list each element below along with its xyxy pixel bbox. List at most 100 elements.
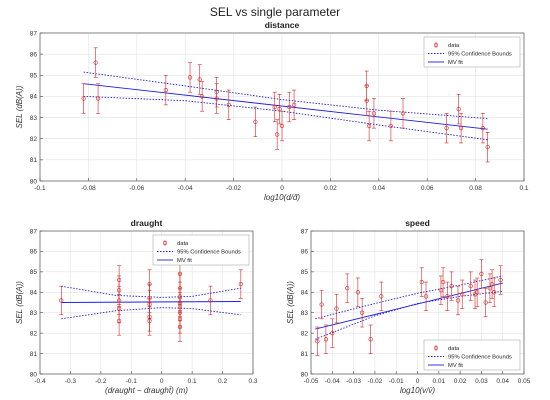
data-point [400,98,406,129]
data-point [489,269,495,299]
y-tick-label: 80 [30,178,38,185]
legend-label: 95% Confidence Bounds [448,52,512,58]
x-tick-label: 0.02 [324,185,337,192]
data-marker [456,107,461,112]
y-axis-label: SEL (dB(A)) [15,85,24,128]
confidence-bound-upper [61,285,241,298]
data-point [367,110,372,142]
panel-title: distance [265,20,300,30]
y-tick-label: 87 [30,30,38,37]
x-axis-label: (draught − draught̄) (m) [105,386,188,395]
x-tick-label: 0.04 [372,185,385,192]
x-tick-label: -0.1 [34,185,46,192]
panel-title: draught [131,218,163,228]
x-tick-label: -0.1 [126,378,138,385]
data-marker [367,123,372,129]
legend: data 95% Confidence Bounds MV fit [423,339,521,371]
data-marker [475,290,480,295]
y-tick-label: 82 [301,330,309,337]
y-tick-label: 81 [301,351,309,358]
chart-panel-3: speed -0.05 -0.04 -0.03 -0.02 -0.01 0 0.01 0.02 0… [286,218,531,395]
data-marker [200,94,205,99]
data-marker [371,111,377,116]
chart-panel-2: draught -0.4 -0.3 -0.2 -0.1 0 0.1 0.2 0.3 80 81 82 8… [15,218,258,395]
x-tick-label: -0.04 [178,185,193,192]
legend: data 95% Confidence Bounds MV fit [152,234,250,266]
y-tick-label: 86 [30,51,38,58]
data-point [163,74,168,106]
legend-label: MV fit [177,258,192,264]
y-tick-label: 87 [30,228,38,235]
x-tick-label: 0.03 [475,378,488,385]
x-tick-label: 0.1 [188,378,197,385]
legend-data-marker [433,345,439,351]
fit-line [83,83,488,130]
axes-frame [310,230,525,375]
data-marker [379,294,384,299]
data-point [455,285,461,316]
data-marker [400,111,406,116]
data-marker [93,60,98,65]
data-point [59,285,64,316]
fit-line [61,301,241,303]
x-tick-label: 0.3 [248,378,257,385]
x-tick-label: -0.05 [304,378,319,385]
legend-label: data [448,43,460,49]
data-point [253,106,258,137]
data-marker [480,126,485,131]
data-point [458,113,464,144]
data-marker [315,339,320,344]
confidence-bound-upper [83,71,488,120]
data-point [423,281,429,311]
chart-panel-1: distance -0.1 -0.08 -0.06 -0.04 -0.02 0 0.02 0.0… [15,20,529,202]
data-point [468,271,473,301]
y-axis-label: SEL (dB(A)) [15,281,24,324]
x-tick-label: 0 [280,185,284,192]
data-marker [177,324,183,330]
x-tick-label: 0 [416,378,420,385]
x-tick-label: 0 [160,378,164,385]
data-marker [319,302,324,307]
y-tick-label: 80 [301,371,309,378]
data-marker [187,75,193,80]
data-point [456,94,461,125]
confidence-bound-lower [315,290,503,340]
data-marker [330,331,335,336]
legend-label: MV fit [448,60,463,66]
data-marker [492,290,497,295]
data-marker [345,286,350,291]
x-tick-label: 0.1 [519,185,528,192]
panel-title: speed [405,218,430,228]
data-marker [498,277,503,283]
y-tick-label: 81 [30,351,38,358]
data-point [440,267,446,297]
data-point [319,289,324,320]
data-marker [368,337,373,342]
data-marker [292,102,297,107]
data-marker [147,318,152,323]
data-marker [445,294,450,299]
x-axis-label: log10(d/d̄) [264,193,300,202]
data-point [334,294,339,324]
data-point [355,277,360,307]
y-tick-label: 80 [30,371,38,378]
data-point [485,132,490,163]
data-marker [388,123,394,129]
data-marker [483,300,488,305]
data-marker [355,290,360,295]
data-point [95,83,101,114]
data-marker [279,123,285,129]
data-point [177,312,183,342]
x-tick-label: 0.06 [421,185,434,192]
data-marker [117,318,122,323]
x-tick-label: -0.02 [367,378,382,385]
legend-data-marker [162,240,168,246]
data-point [292,89,297,120]
x-tick-label: 0.05 [518,378,531,385]
data-point [330,318,335,348]
data-marker [226,102,231,107]
data-point [449,271,454,301]
y-tick-label: 83 [30,115,38,122]
y-tick-label: 81 [30,157,38,164]
legend-label: MV fit [448,363,463,369]
